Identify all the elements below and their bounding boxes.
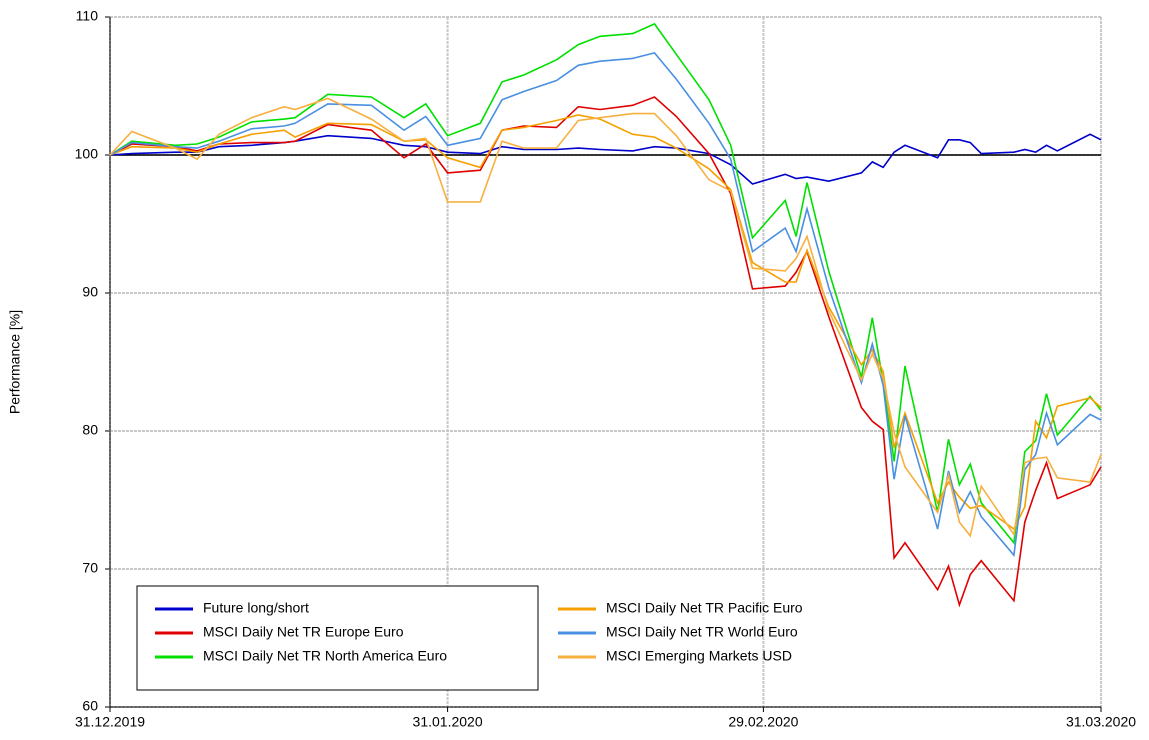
y-axis-label: Performance [%] [7,310,23,414]
series-line [109,52,1102,558]
legend-label: Future long/short [203,600,309,616]
x-tick-label: 29.02.2020 [728,714,798,730]
legend-label: MSCI Daily Net TR World Euro [606,624,798,640]
y-tick-label: 80 [82,422,98,438]
y-tick-label: 100 [75,146,99,162]
x-tick-label: 31.03.2020 [1066,714,1136,730]
y-tick-label: 90 [82,284,98,300]
series-line [109,97,1102,538]
y-tick-label: 70 [82,560,98,576]
legend-label: MSCI Daily Net TR Pacific Euro [606,600,803,616]
legend-box [136,585,539,691]
series-line [109,133,1102,185]
x-tick-label: 31.01.2020 [413,714,483,730]
series-line [109,96,1102,608]
series-line [109,22,1102,545]
series-line [109,114,1102,531]
y-tick-label: 60 [82,698,98,714]
legend-label: MSCI Daily Net TR North America Euro [203,648,447,664]
legend-label: MSCI Daily Net TR Europe Euro [203,624,404,640]
legend-label: MSCI Emerging Markets USD [606,648,792,664]
x-tick-label: 31.12.2019 [75,714,145,730]
y-tick-label: 110 [76,8,99,24]
